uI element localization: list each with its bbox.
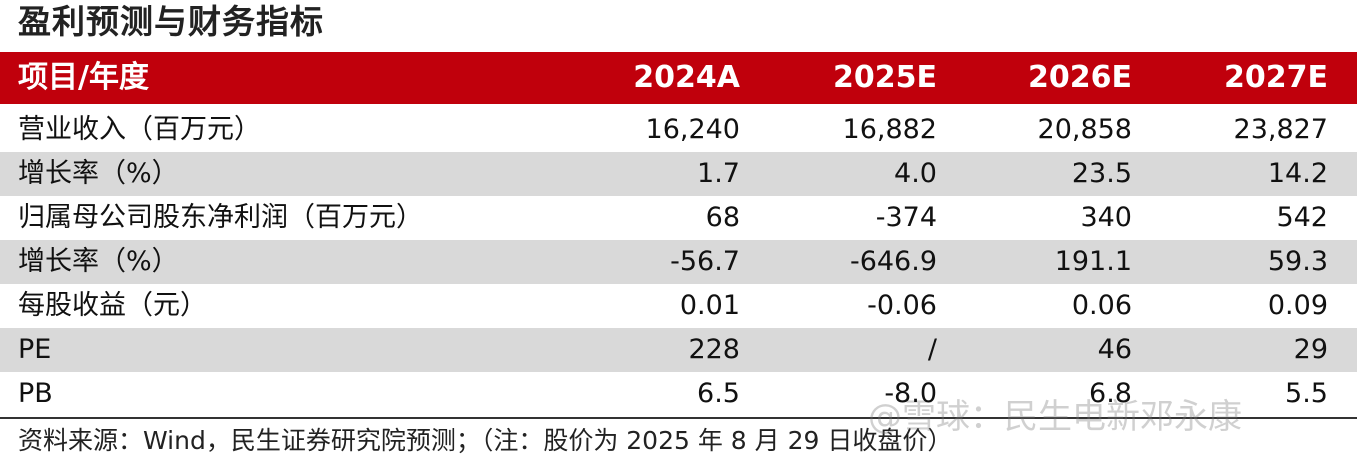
value-cell: -646.9 xyxy=(849,246,937,277)
row-label: 增长率（%） xyxy=(18,158,179,189)
header-cell: 2026E xyxy=(1028,60,1132,95)
row-label: 增长率（%） xyxy=(18,246,179,277)
value-cell: 59.3 xyxy=(1267,246,1328,277)
table-row: 每股收益（元） 0.01 -0.06 0.06 0.09 xyxy=(0,284,1357,328)
value-cell: 4.0 xyxy=(894,158,937,189)
value-cell: -374 xyxy=(875,202,937,233)
value-cell: 16,240 xyxy=(645,114,740,145)
value-cell: -56.7 xyxy=(670,246,740,277)
row-label: 营业收入（百万元） xyxy=(18,114,261,145)
table-row: 营业收入（百万元） 16,240 16,882 20,858 23,827 xyxy=(0,108,1357,152)
header-cell: 2027E xyxy=(1224,60,1328,95)
value-cell: 14.2 xyxy=(1267,158,1328,189)
value-cell: 23.5 xyxy=(1071,158,1132,189)
value-cell: 68 xyxy=(705,202,740,233)
value-cell: -0.06 xyxy=(867,290,937,321)
value-cell: 6.8 xyxy=(1089,378,1132,409)
table-header: 项目/年度 2024A 2025E 2026E 2027E xyxy=(0,52,1357,104)
value-cell: / xyxy=(927,334,937,365)
value-cell: 1.7 xyxy=(697,158,740,189)
header-cell: 项目/年度 xyxy=(18,60,149,95)
value-cell: 23,827 xyxy=(1233,114,1328,145)
value-cell: 46 xyxy=(1097,334,1132,365)
value-cell: 340 xyxy=(1080,202,1132,233)
value-cell: 228 xyxy=(688,334,740,365)
table-row: 增长率（%） 1.7 4.0 23.5 14.2 xyxy=(0,152,1357,196)
watermark: @雪球：民生电新邓永康 xyxy=(868,397,1242,437)
row-label: 每股收益（元） xyxy=(18,290,207,321)
header-cell: 2025E xyxy=(833,60,937,95)
table-row: PE 228 / 46 29 xyxy=(0,328,1357,372)
value-cell: 20,858 xyxy=(1037,114,1132,145)
value-cell: 542 xyxy=(1276,202,1328,233)
value-cell: 0.06 xyxy=(1071,290,1132,321)
row-label: 归属母公司股东净利润（百万元） xyxy=(18,202,423,233)
value-cell: -8.0 xyxy=(884,378,937,409)
value-cell: 6.5 xyxy=(697,378,740,409)
value-cell: 0.01 xyxy=(679,290,740,321)
bottom-rule xyxy=(0,417,1357,419)
header-cell: 2024A xyxy=(633,60,740,95)
value-cell: 0.09 xyxy=(1267,290,1328,321)
value-cell: 5.5 xyxy=(1285,378,1328,409)
table-row: PB 6.5 -8.0 6.8 5.5 xyxy=(0,372,1357,416)
title: 盈利预测与财务指标 xyxy=(18,2,324,41)
value-cell: 16,882 xyxy=(842,114,937,145)
row-label: PB xyxy=(18,378,53,409)
source-note: 资料来源：Wind，民生证券研究院预测；（注：股价为 2025 年 8 月 29… xyxy=(18,426,953,455)
value-cell: 191.1 xyxy=(1054,246,1132,277)
table-row: 归属母公司股东净利润（百万元） 68 -374 340 542 xyxy=(0,196,1357,240)
table-row: 增长率（%） -56.7 -646.9 191.1 59.3 xyxy=(0,240,1357,284)
row-label: PE xyxy=(18,334,52,365)
value-cell: 29 xyxy=(1293,334,1328,365)
